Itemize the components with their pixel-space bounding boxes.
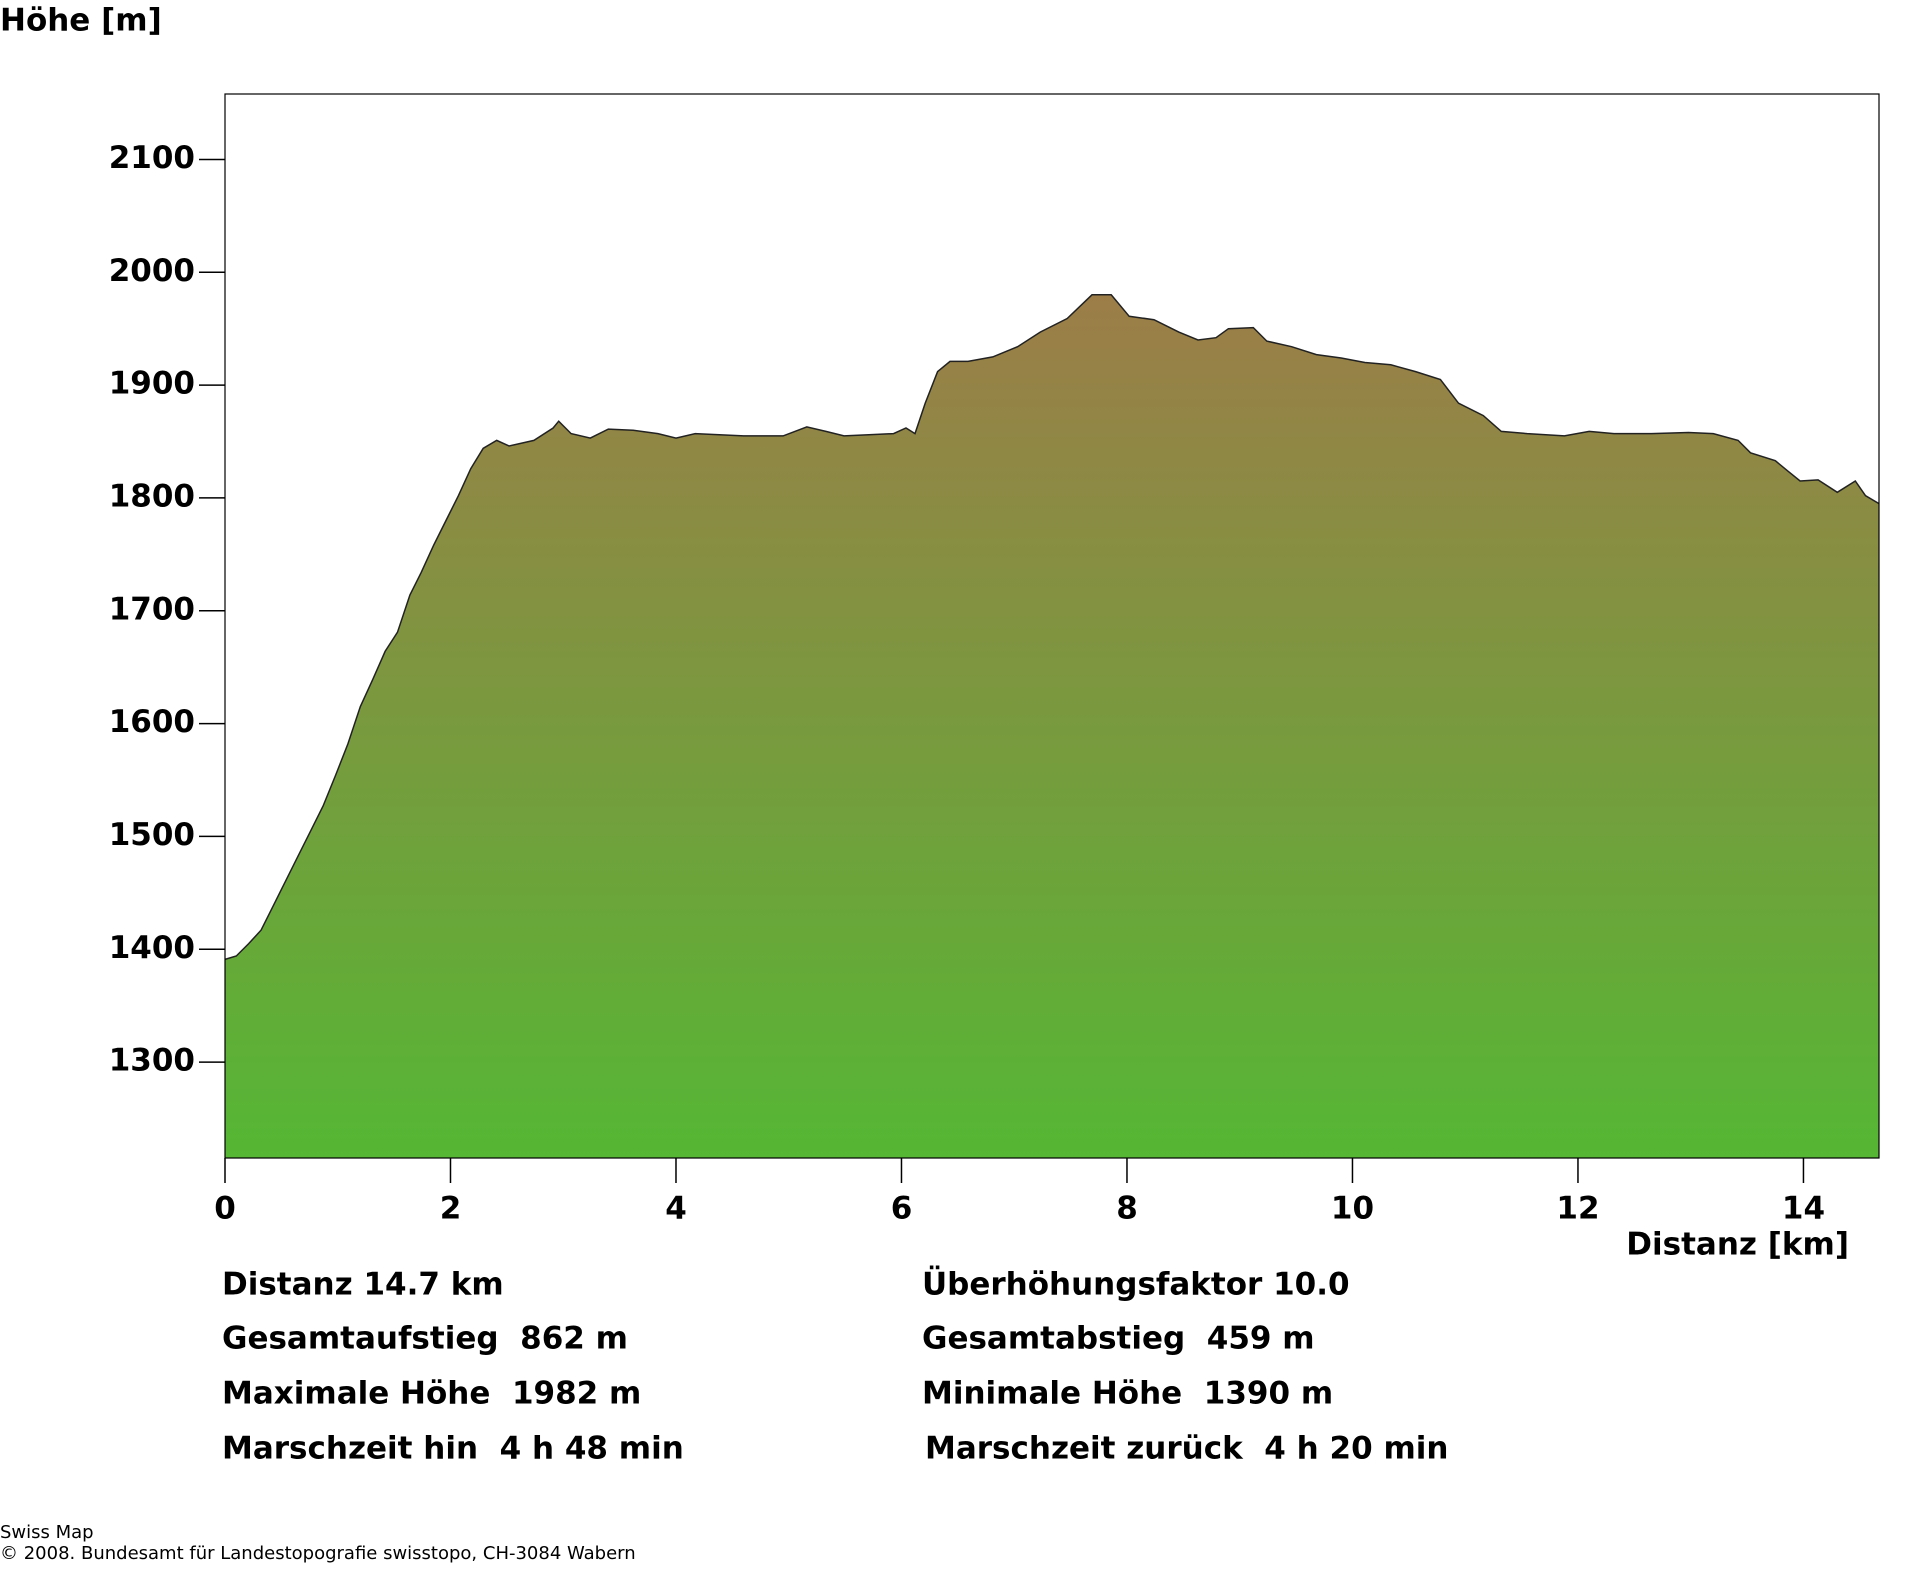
footer-text: Swiss Map (0, 1522, 94, 1543)
area (225, 294, 1879, 1158)
stat: Distanz 14.7 km (222, 1267, 504, 1303)
y-tick-label: 1500 (109, 817, 195, 853)
stat: Überhöhungsfaktor 10.0 (922, 1266, 1350, 1303)
x-tick-label: 12 (1556, 1191, 1599, 1227)
plot-frame (224, 93, 1880, 1159)
x-tick-label: 2 (440, 1191, 462, 1227)
y-tick-label: 2100 (109, 140, 195, 176)
y-tick-label: 1600 (109, 704, 195, 740)
x-tick-label: 6 (891, 1191, 913, 1227)
y-tick-label: 2000 (109, 253, 195, 289)
profile-line (224, 294, 1880, 961)
stat: Minimale Höhe 1390 m (922, 1376, 1333, 1412)
y-tick-label: 1300 (109, 1043, 195, 1079)
y-tick-label: 1700 (109, 591, 195, 627)
stat: Maximale Höhe 1982 m (222, 1376, 641, 1412)
y-tick-label: 1400 (109, 930, 195, 966)
x-axis-label: Distanz [km] (1626, 1227, 1849, 1263)
y-axis-label: Höhe [m] (0, 3, 162, 39)
y-tick-label: 1900 (109, 366, 195, 402)
x-tick-label: 4 (665, 1191, 687, 1227)
x-tick-label: 14 (1782, 1191, 1825, 1227)
stat: Marschzeit zurück 4 h 20 min (925, 1431, 1448, 1467)
footer-text: © 2008. Bundesamt für Landestopografie s… (0, 1543, 636, 1564)
x-tick-label: 0 (214, 1191, 236, 1227)
stat: Gesamtaufstieg 862 m (222, 1321, 628, 1357)
x-tick-label: 8 (1116, 1191, 1138, 1227)
x-tick-label: 10 (1331, 1191, 1374, 1227)
y-tick-label: 1800 (109, 478, 195, 514)
stat: Gesamtabstieg 459 m (922, 1321, 1315, 1357)
stat: Marschzeit hin 4 h 48 min (222, 1431, 684, 1467)
